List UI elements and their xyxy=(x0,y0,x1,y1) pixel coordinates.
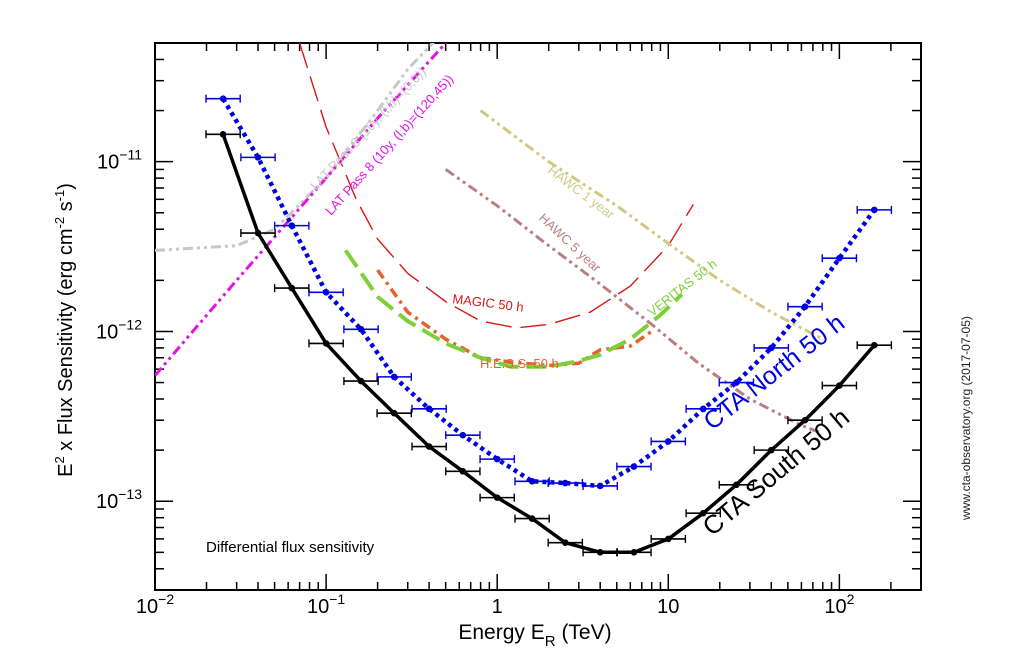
data-point xyxy=(664,535,672,543)
data-point xyxy=(288,222,296,229)
data-point xyxy=(664,438,672,445)
data-point xyxy=(699,509,707,517)
data-point xyxy=(596,482,604,490)
data-point xyxy=(630,549,638,556)
data-point xyxy=(836,254,843,262)
data-point xyxy=(288,284,296,292)
data-point xyxy=(561,539,569,546)
x-tick-label: 1 xyxy=(492,596,503,618)
y-tick-label: 10−11 xyxy=(97,147,142,174)
data-point xyxy=(322,289,330,296)
data-point xyxy=(425,405,433,413)
data-point xyxy=(767,446,775,454)
series-line-magic-50-h xyxy=(298,43,694,329)
data-point xyxy=(699,405,707,413)
y-tick-label: 10−13 xyxy=(96,486,142,513)
data-point xyxy=(493,455,501,463)
series-line-cta-north-50-h xyxy=(221,97,877,489)
data-point xyxy=(528,515,536,522)
data-point xyxy=(322,340,330,347)
series-line-lat-pass-8-10y-l-b-120-45- xyxy=(155,43,447,377)
data-point xyxy=(425,443,433,450)
data-point xyxy=(357,377,365,385)
data-point xyxy=(390,373,398,381)
data-point xyxy=(390,409,398,417)
data-point xyxy=(733,379,740,386)
axis-ticks xyxy=(154,42,922,591)
x-tick-label: 10−2 xyxy=(136,591,174,618)
data-point xyxy=(254,154,262,161)
series-line-hawc-1-year xyxy=(479,109,824,341)
y-tick-label: 10−12 xyxy=(96,316,142,343)
markers xyxy=(205,94,893,557)
data-point xyxy=(767,344,775,352)
series-line-hawc-5-year xyxy=(444,168,824,436)
series-line-veritas-50-h xyxy=(343,249,684,369)
x-axis-label: Energy ER (TeV) xyxy=(458,621,611,650)
data-point xyxy=(459,431,467,439)
data-point xyxy=(870,341,878,349)
plot-frame xyxy=(154,42,922,591)
data-point xyxy=(493,494,501,501)
x-tick-label: 102 xyxy=(824,591,854,618)
credit-text: www.cta-observatory.org (2017-07-05) xyxy=(959,316,973,521)
label-hess: H.E.S.S. 50 h xyxy=(480,356,559,371)
data-point xyxy=(733,481,740,489)
data-point xyxy=(254,229,262,237)
data-point xyxy=(528,478,536,485)
data-point xyxy=(801,303,809,310)
differential-flux-note: Differential flux sensitivity xyxy=(206,539,375,556)
data-point xyxy=(219,95,227,102)
data-point xyxy=(870,206,878,214)
data-point xyxy=(596,549,604,556)
data-point xyxy=(836,382,843,389)
x-tick-label: 10−1 xyxy=(307,591,345,618)
data-point xyxy=(219,130,227,138)
data-point xyxy=(801,416,809,424)
series-line-lat-pass-8-10y-l-b-0-0- xyxy=(155,43,435,252)
data-point xyxy=(459,468,467,475)
x-tick-label: 10 xyxy=(657,596,679,618)
y-axis-label: E2 x Flux Sensitivity (erg cm-2 s-1) xyxy=(52,183,77,477)
data-point xyxy=(357,325,365,333)
data-point xyxy=(630,463,638,470)
series-line-cta-south-50-h xyxy=(221,133,876,555)
curves xyxy=(155,43,877,555)
data-point xyxy=(561,479,569,487)
